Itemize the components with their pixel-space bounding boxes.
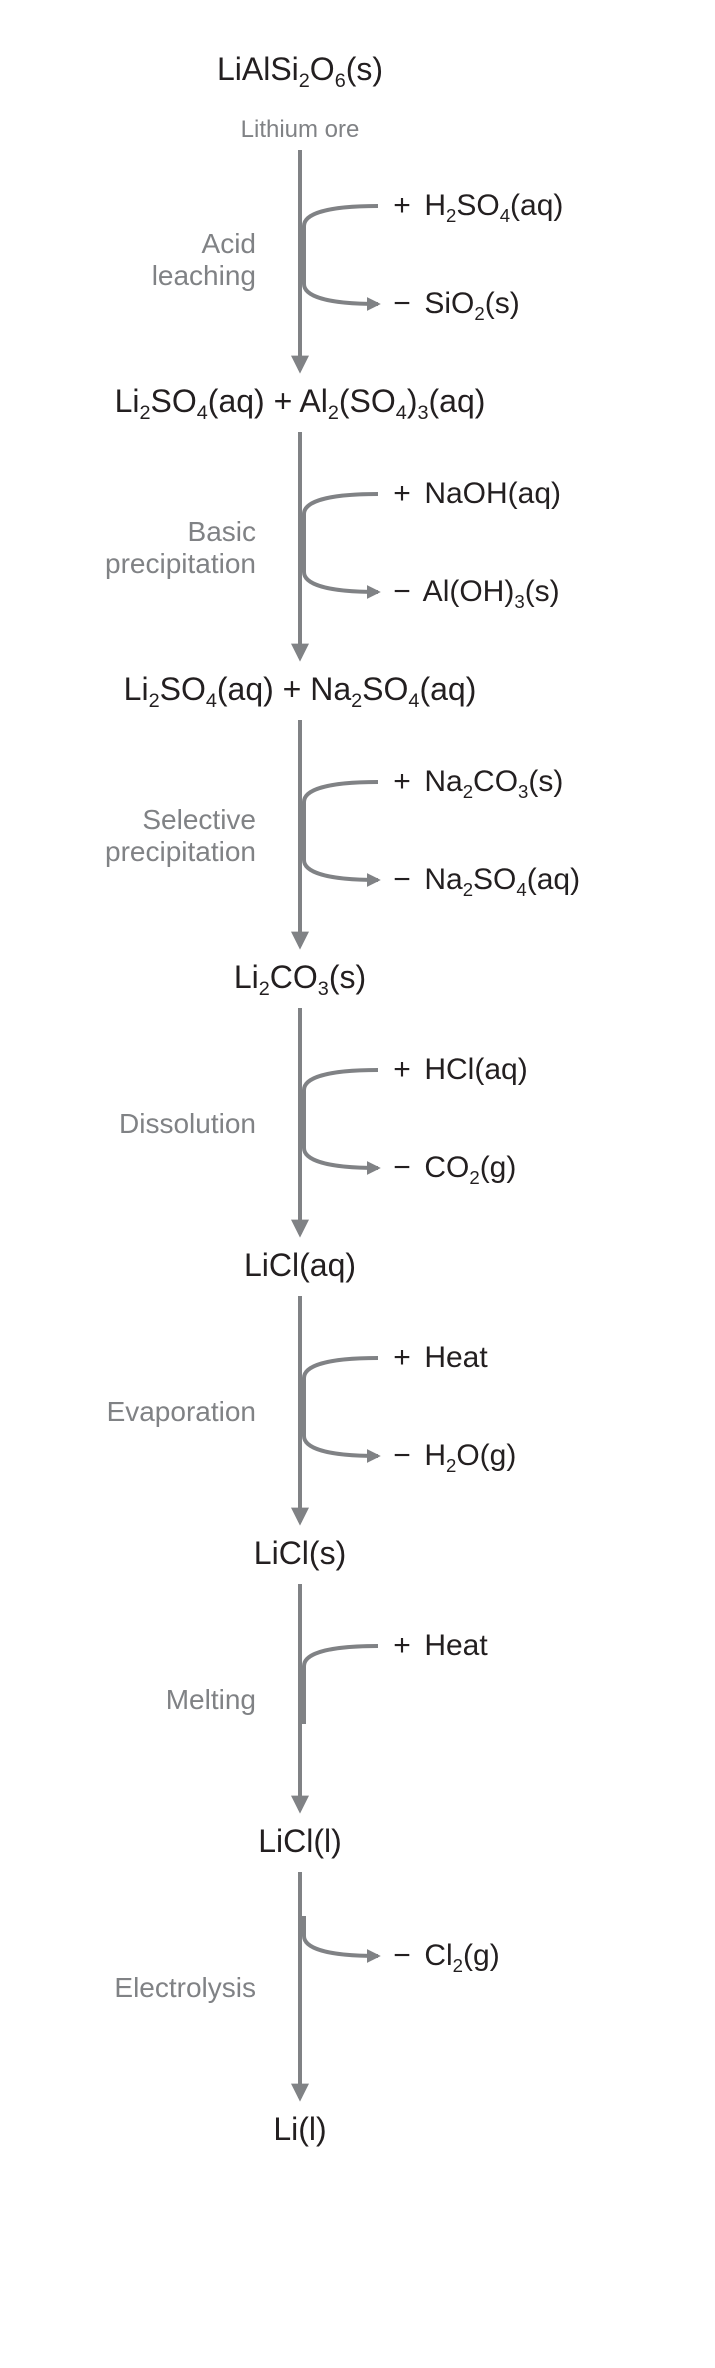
node-n0: LiAlSi2O6(s) xyxy=(217,52,383,87)
step-5-input: + Heat xyxy=(388,1629,488,1663)
step-1-output: − Al(OH)3(s) xyxy=(388,575,560,609)
curve-5 xyxy=(304,1646,378,1724)
step-label-1: Basicprecipitation xyxy=(105,516,256,580)
step-6-output: − Cl2(g) xyxy=(388,1939,500,1973)
curve-2 xyxy=(304,782,378,880)
step-label-6: Electrolysis xyxy=(114,1972,256,2004)
subtitle: Lithium ore xyxy=(241,116,360,144)
step-label-2: Selectiveprecipitation xyxy=(105,804,256,868)
node-n7: Li(l) xyxy=(273,2112,326,2147)
flowchart-canvas: LiAlSi2O6(s) Li2SO4(aq) + Al2(SO4)3(aq) Li… xyxy=(0,0,715,2368)
step-0-output: − SiO2(s) xyxy=(388,287,520,321)
curve-3 xyxy=(304,1070,378,1168)
step-4-input: + Heat xyxy=(388,1341,488,1375)
curve-0 xyxy=(304,206,378,304)
step-label-3: Dissolution xyxy=(119,1108,256,1140)
node-n1: Li2SO4(aq) + Al2(SO4)3(aq) xyxy=(115,384,486,419)
step-3-input: + HCl(aq) xyxy=(388,1053,528,1087)
step-2-output: − Na2SO4(aq) xyxy=(388,863,580,897)
step-label-0: Acidleaching xyxy=(152,228,256,292)
node-n4: LiCl(aq) xyxy=(244,1248,356,1283)
step-3-output: − CO2(g) xyxy=(388,1151,516,1185)
node-n3: Li2CO3(s) xyxy=(234,960,366,995)
step-label-5: Melting xyxy=(166,1684,256,1716)
curve-1 xyxy=(304,494,378,592)
curve-6 xyxy=(304,1916,378,1956)
node-n5: LiCl(s) xyxy=(254,1536,346,1571)
step-1-input: + NaOH(aq) xyxy=(388,477,561,511)
node-n6: LiCl(l) xyxy=(258,1824,342,1859)
node-n2: Li2SO4(aq) + Na2SO4(aq) xyxy=(124,672,477,707)
step-label-4: Evaporation xyxy=(107,1396,256,1428)
step-2-input: + Na2CO3(s) xyxy=(388,765,563,799)
step-0-input: + H2SO4(aq) xyxy=(388,189,563,223)
curve-4 xyxy=(304,1358,378,1456)
arrows-layer xyxy=(0,0,715,2368)
step-4-output: − H2O(g) xyxy=(388,1439,516,1473)
